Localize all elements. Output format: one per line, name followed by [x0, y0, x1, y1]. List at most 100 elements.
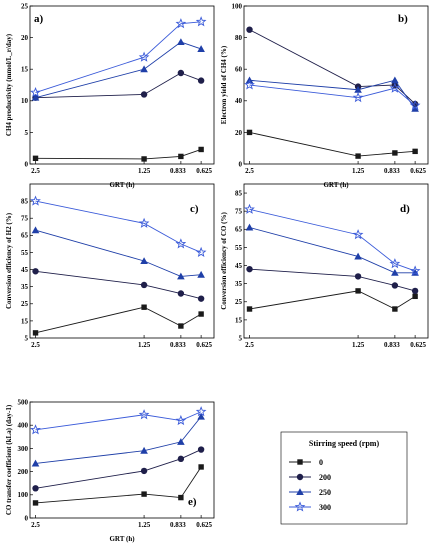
- panel-letter: a): [34, 13, 44, 25]
- legend-title: Stirring speed (rpm): [309, 439, 380, 448]
- y-tick-label: 200: [18, 468, 29, 476]
- series-line: [249, 208, 416, 272]
- data-point: [355, 153, 361, 159]
- data-point: [177, 438, 185, 445]
- y-tick-label: 60: [235, 66, 243, 74]
- y-tick-label: 85: [21, 198, 29, 206]
- data-point: [391, 282, 399, 289]
- data-point: [30, 86, 41, 98]
- y-tick-label: 5: [239, 334, 243, 342]
- data-point: [140, 467, 148, 475]
- data-point: [178, 494, 184, 501]
- legend-label: 200: [319, 473, 331, 482]
- x-tick-label: 1.25: [352, 167, 365, 175]
- series-line: [35, 466, 202, 504]
- x-tick-label: 1.25: [138, 521, 151, 529]
- data-point: [352, 92, 364, 103]
- x-axis-title: GRT (h): [109, 181, 135, 189]
- series-line: [249, 79, 416, 109]
- data-point: [411, 287, 419, 295]
- y-tick-label: 5: [25, 334, 29, 342]
- x-tick-label: 0.625: [196, 341, 212, 349]
- data-point: [32, 155, 39, 162]
- y-tick-label: 25: [21, 2, 29, 10]
- data-point: [197, 270, 205, 278]
- data-point: [141, 304, 147, 310]
- data-point: [244, 203, 255, 214]
- data-point: [195, 16, 207, 27]
- data-point: [197, 45, 205, 52]
- y-axis-title: Conversion efficiency of H2 (%): [5, 212, 13, 309]
- data-point: [411, 104, 419, 112]
- series-line: [249, 131, 416, 157]
- y-tick-label: 25: [235, 298, 243, 306]
- y-tick-label: 20: [21, 34, 29, 42]
- x-tick-label: 0.625: [196, 167, 212, 175]
- legend: Stirring speed (rpm) 0 200 250 300: [280, 431, 408, 525]
- series-line: [35, 270, 202, 300]
- legend-marker: [294, 501, 306, 512]
- data-point: [177, 290, 185, 297]
- data-point: [141, 156, 147, 162]
- y-tick-label: 300: [18, 445, 29, 453]
- x-tick-label: 0.833: [170, 521, 186, 529]
- y-tick-label: 55: [21, 249, 29, 257]
- data-point: [197, 295, 205, 302]
- legend-box: [280, 431, 408, 525]
- plot-frame: [29, 183, 215, 339]
- data-point: [412, 148, 418, 155]
- data-point: [244, 79, 255, 90]
- data-point: [175, 18, 187, 29]
- y-tick-label: 40: [235, 97, 243, 105]
- chart-panel: 0 5 10 15 20 25 2.5 1.25 0.833 0.625 GRT (h) CH4 pr…: [5, 2, 215, 189]
- series-line: [35, 72, 202, 99]
- data-point: [245, 223, 254, 231]
- data-point: [198, 464, 204, 470]
- x-tick-label: 1.25: [138, 341, 151, 349]
- data-point: [197, 446, 205, 453]
- data-point: [177, 455, 185, 463]
- data-point: [409, 265, 421, 276]
- plot-frame: [29, 401, 215, 519]
- y-axis-title: Conversion efficiency of CO (%): [220, 212, 228, 310]
- x-tick-label: 2.5: [31, 521, 40, 529]
- data-point: [30, 195, 41, 206]
- data-point: [389, 82, 401, 93]
- y-tick-label: 500: [18, 398, 29, 406]
- y-tick-label: 75: [21, 215, 29, 223]
- series-line: [249, 84, 416, 106]
- y-tick-label: 45: [21, 266, 29, 274]
- data-point: [138, 51, 150, 62]
- y-tick-label: 5: [25, 129, 29, 137]
- chart-panel: 5 15 25 35 45 55 65 75 85 2.5 1.25 0.833 0.625 Conver…: [220, 183, 429, 349]
- y-tick-label: 35: [235, 280, 243, 288]
- data-point: [140, 446, 148, 454]
- y-axis-title: CH4 productivity (mmol/L_r/day): [5, 33, 13, 136]
- x-tick-label: 0.833: [170, 341, 186, 349]
- data-point: [411, 100, 419, 108]
- x-tick-label: 1.25: [138, 167, 151, 175]
- y-tick-label: 0: [25, 514, 29, 522]
- data-point: [392, 306, 398, 312]
- series-line: [35, 149, 202, 160]
- data-point: [31, 93, 40, 101]
- y-tick-label: 65: [21, 232, 29, 240]
- series-line: [35, 411, 202, 431]
- panel-letter: e): [188, 496, 197, 508]
- series-line: [35, 416, 202, 464]
- panel-letter: b): [398, 13, 408, 25]
- series-line: [35, 200, 202, 253]
- data-point: [197, 412, 205, 420]
- data-point: [352, 229, 364, 240]
- data-point: [354, 252, 362, 260]
- panel-letter: d): [400, 203, 410, 215]
- y-axis-title: CO transfer coefficient (kLa) (day-1): [5, 404, 13, 515]
- data-point: [140, 281, 148, 289]
- data-point: [177, 272, 185, 280]
- data-point: [246, 265, 253, 273]
- data-point: [138, 217, 150, 228]
- data-point: [138, 409, 150, 420]
- series-line: [249, 290, 416, 310]
- data-point: [409, 99, 421, 111]
- data-point: [141, 491, 147, 497]
